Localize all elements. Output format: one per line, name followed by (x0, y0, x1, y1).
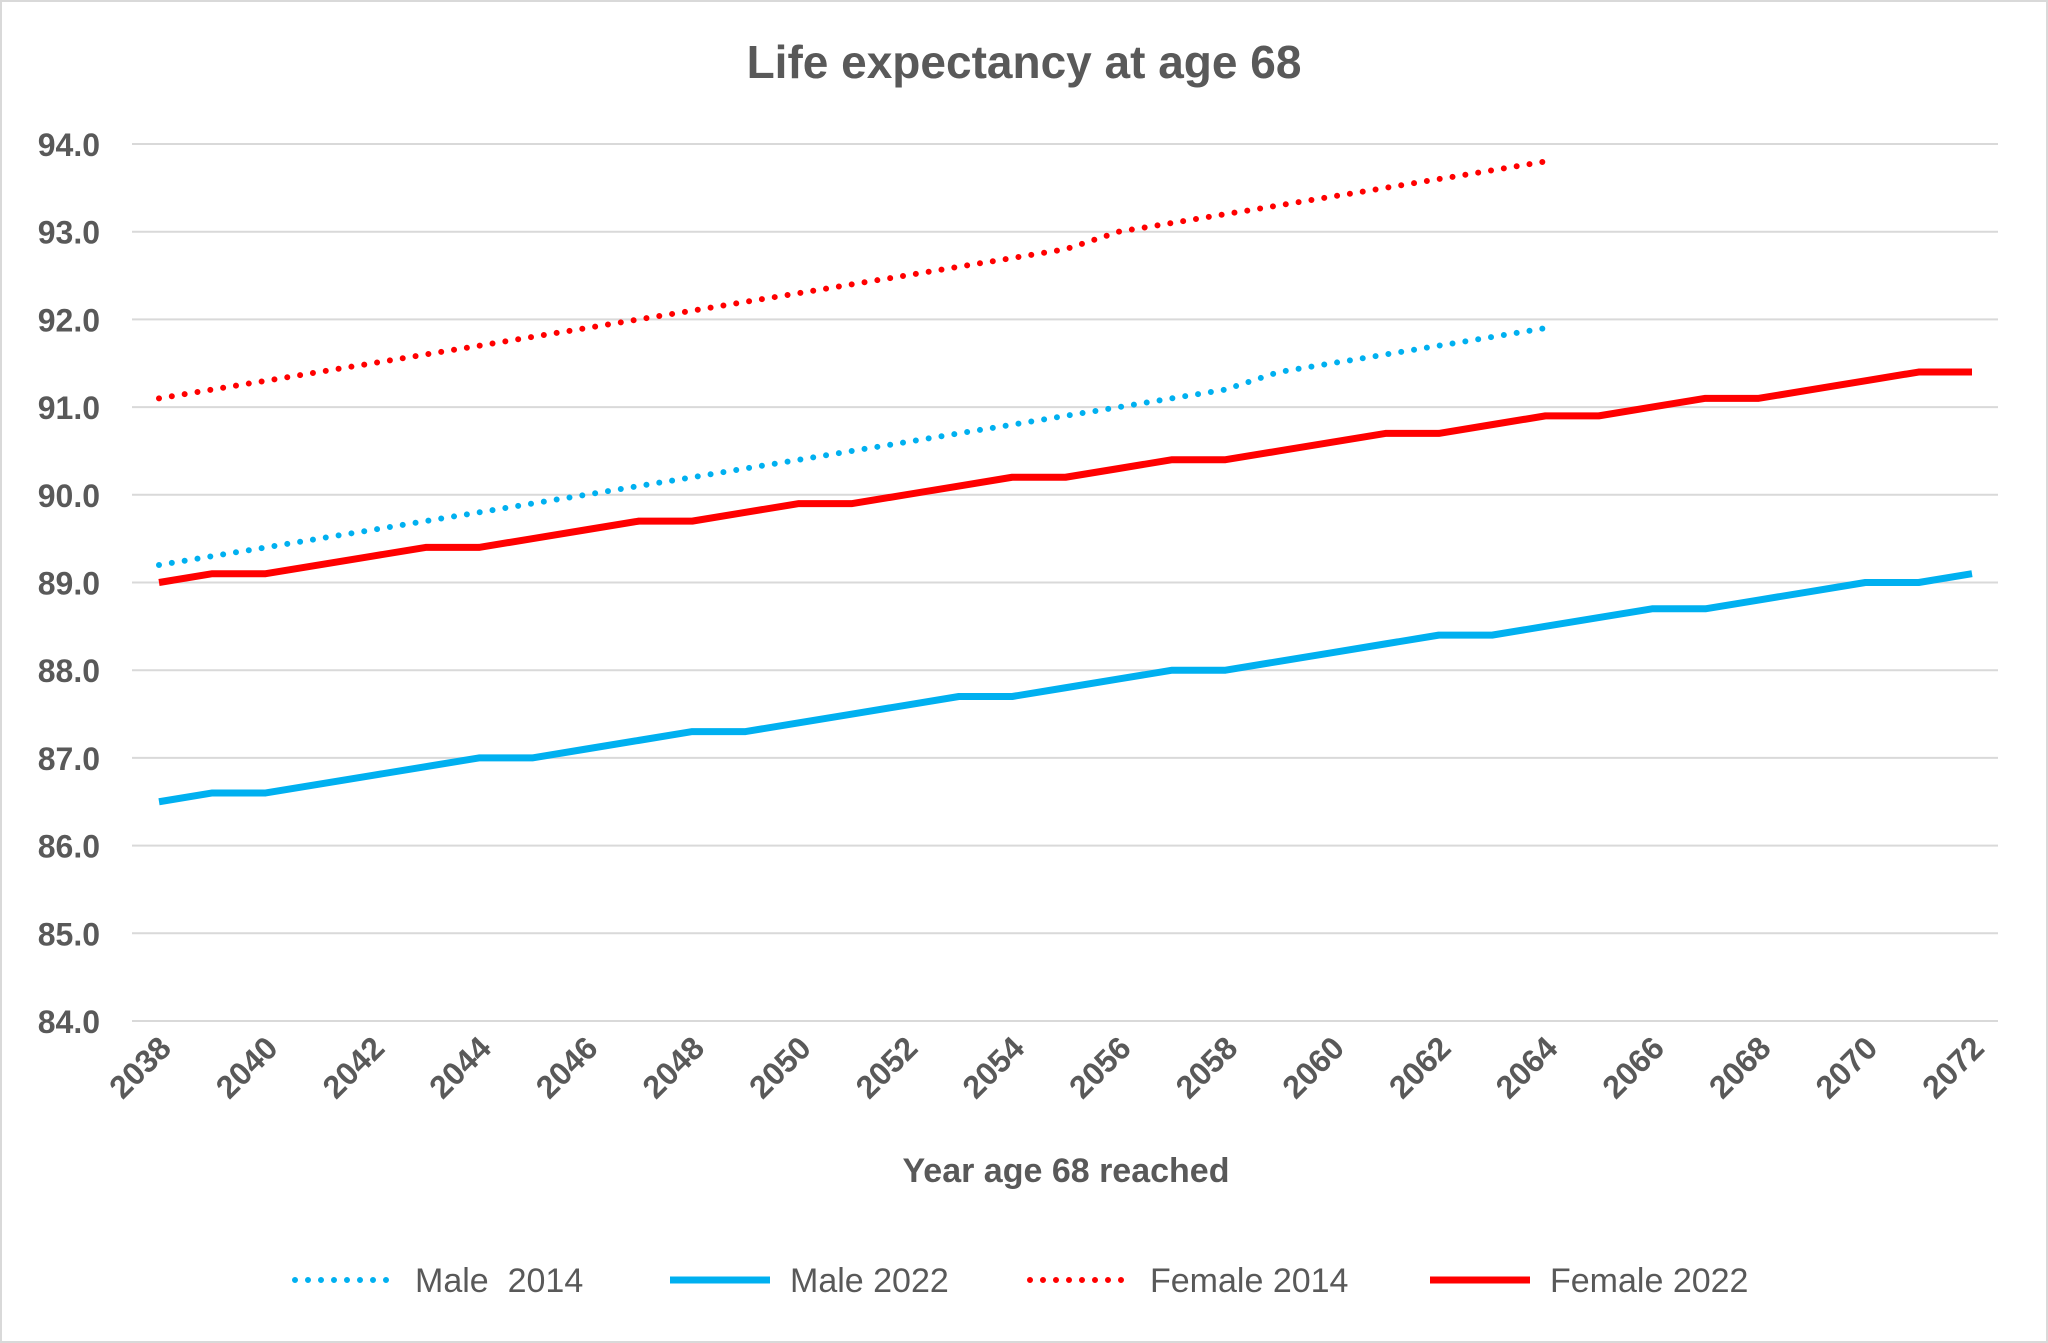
series-line-male-2022 (158, 570, 1973, 806)
legend-item: Male 2014 (292, 1262, 583, 1300)
y-tick-label: 93.0 (38, 215, 100, 251)
legend: Male 2014 Male 2022 Female 2014 Female 2022 (292, 1262, 1748, 1300)
y-tick-label: 88.0 (38, 653, 100, 689)
series-lines (156, 158, 1973, 806)
x-tick-label: 2064 (1489, 1029, 1565, 1105)
x-tick-label: 2038 (102, 1029, 178, 1105)
y-tick-label: 85.0 (38, 916, 100, 952)
chart-title: Life expectancy at age 68 (747, 36, 1302, 88)
legend-label: Male 2014 (415, 1262, 583, 1300)
y-tick-label: 91.0 (38, 390, 100, 426)
y-tick-label: 86.0 (38, 829, 100, 865)
x-tick-label: 2050 (742, 1029, 818, 1105)
x-tick-label: 2070 (1809, 1029, 1885, 1105)
x-tick-label: 2056 (1062, 1029, 1138, 1105)
y-tick-label: 84.0 (38, 1004, 100, 1040)
y-tick-label: 92.0 (38, 302, 100, 338)
x-tick-label: 2040 (209, 1029, 285, 1105)
x-tick-label: 2044 (422, 1029, 498, 1105)
x-axis-label: Year age 68 reached (902, 1152, 1229, 1190)
x-tick-label: 2048 (635, 1029, 711, 1105)
legend-label: Female 2022 (1550, 1262, 1748, 1300)
x-tick-label: 2052 (849, 1029, 925, 1105)
y-tick-label: 87.0 (38, 741, 100, 777)
legend-item: Male 2022 (670, 1262, 949, 1300)
x-tick-label: 2068 (1702, 1029, 1778, 1105)
legend-item: Female 2022 (1430, 1262, 1748, 1300)
y-tick-label: 94.0 (38, 127, 100, 163)
x-tick-labels: 2038 2040 2042 2044 2046 2048 2050 2052 2054 2056… (102, 1029, 1991, 1105)
gridlines (132, 143, 1998, 1022)
y-tick-label: 89.0 (38, 566, 100, 602)
x-tick-label: 2060 (1275, 1029, 1351, 1105)
series-line-female-2022 (158, 368, 1972, 586)
x-tick-label: 2066 (1595, 1029, 1671, 1105)
y-tick-label: 90.0 (38, 478, 100, 514)
legend-label: Female 2014 (1150, 1262, 1348, 1300)
x-tick-label: 2054 (955, 1029, 1031, 1105)
x-tick-label: 2058 (1169, 1029, 1245, 1105)
y-tick-labels: 84.0 85.0 86.0 87.0 88.0 89.0 90.0 91.0 92.0 93.0… (38, 127, 100, 1040)
series-line-female-2014 (156, 158, 1549, 402)
legend-label: Male 2022 (790, 1262, 949, 1300)
legend-item: Female 2014 (1027, 1262, 1348, 1300)
series-line-male-2014 (156, 325, 1549, 568)
x-tick-label: 2042 (315, 1029, 391, 1105)
x-tick-label: 2046 (529, 1029, 605, 1105)
x-tick-label: 2062 (1382, 1029, 1458, 1105)
x-tick-label: 2072 (1915, 1029, 1991, 1105)
